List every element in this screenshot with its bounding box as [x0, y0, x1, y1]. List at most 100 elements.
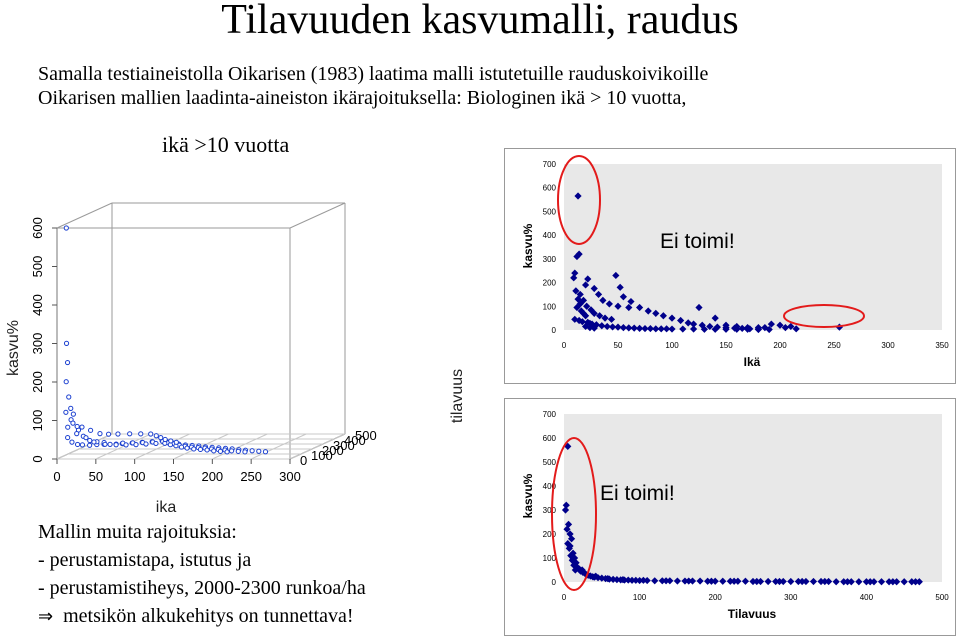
data-point	[229, 448, 235, 454]
frame-line	[289, 433, 346, 460]
data-point	[590, 324, 598, 332]
data-point	[885, 578, 893, 586]
data-point	[614, 323, 622, 331]
data-point	[572, 559, 580, 567]
data-point	[900, 578, 908, 586]
y-tick-label: 100	[543, 302, 557, 311]
data-point	[79, 442, 86, 448]
y-tick-label: 700	[543, 410, 557, 419]
data-point	[69, 439, 75, 445]
data-point	[97, 431, 103, 437]
data-point	[191, 446, 197, 452]
annotation-ei-toimi: Ei toimi!	[660, 230, 735, 253]
data-point	[754, 324, 762, 332]
data-point	[63, 379, 69, 385]
data-point	[722, 321, 730, 329]
data-point	[847, 578, 855, 586]
y-tick-label: 600	[543, 184, 557, 193]
data-point	[123, 442, 129, 448]
data-point	[65, 424, 71, 430]
data-point	[587, 306, 595, 314]
x-tick-label: 50	[614, 341, 623, 350]
x-tick-label: 300	[279, 469, 301, 484]
scatter3d-points	[63, 225, 269, 455]
z-tick-label: 500	[355, 428, 377, 443]
y-tick-label: 600	[543, 434, 557, 443]
data-point	[695, 303, 703, 312]
scatter3d-z-label: tilavuus	[449, 369, 466, 423]
scatter3d-y-label: kasvu%	[5, 320, 22, 376]
y-tick-label: 300	[543, 506, 557, 515]
data-point	[63, 340, 70, 346]
data-point	[893, 578, 901, 586]
data-point	[91, 439, 97, 445]
data-point	[776, 321, 784, 329]
frame-line	[56, 202, 113, 229]
x-tick-label: 200	[201, 469, 223, 484]
highlight-ellipse	[557, 155, 601, 245]
slide-title: Tilavuuden kasvumalli, raudus	[221, 0, 739, 43]
data-point	[66, 394, 72, 400]
y-tick-label: 200	[30, 371, 45, 393]
data-point	[173, 439, 179, 445]
data-point	[911, 578, 920, 586]
x-tick-label: 150	[163, 469, 185, 484]
data-point	[843, 578, 852, 586]
data-point	[79, 424, 85, 430]
data-point	[870, 578, 878, 586]
data-point	[862, 578, 870, 586]
y-tick-label: 100	[30, 410, 45, 432]
conclusion-text: metsikön alkukehitys on tunnettava!	[63, 605, 354, 627]
data-point	[877, 578, 886, 586]
y-tick-label: 300	[543, 255, 557, 264]
data-point	[158, 435, 164, 441]
x-tick-label: 500	[935, 593, 949, 602]
x-axis-label: Ikä	[744, 355, 761, 369]
conclusion-line: ⇒ metsikön alkukehitys on tunnettava!	[38, 602, 366, 631]
y-tick-label: 0	[552, 326, 557, 335]
data-point	[148, 431, 154, 437]
plot-area	[564, 164, 942, 330]
frame-line	[289, 202, 346, 229]
x-tick-label: 350	[935, 341, 949, 350]
data-point	[639, 576, 647, 584]
data-point	[781, 324, 789, 332]
x-tick-label: 250	[827, 341, 841, 350]
data-point	[115, 431, 121, 437]
x-tick-label: 250	[240, 469, 262, 484]
data-point	[563, 525, 571, 533]
x-tick-label: 100	[633, 593, 647, 602]
y-tick-label: 100	[543, 554, 557, 563]
frame-line	[134, 433, 190, 460]
annotation-ei-toimi: Ei toimi!	[600, 482, 675, 505]
data-point	[153, 433, 159, 439]
y-tick-label: 600	[30, 217, 45, 239]
data-point	[143, 441, 149, 447]
x-tick-label: 150	[719, 341, 733, 350]
y-tick-label: 0	[552, 578, 557, 587]
data-point	[564, 540, 572, 548]
data-point	[614, 302, 622, 310]
data-point	[138, 431, 144, 437]
data-point	[809, 577, 818, 586]
x-tick-label: 300	[881, 341, 895, 350]
intro-text: Samalla testiaineistolla Oikarisen (1983…	[38, 62, 708, 110]
intro-line: Oikarisen mallien laadinta-aineiston ikä…	[38, 87, 687, 109]
x-tick-label: 100	[665, 341, 679, 350]
frame-line	[56, 433, 113, 460]
data-point	[235, 448, 241, 454]
data-point	[224, 449, 230, 455]
x-tick-label: 200	[709, 593, 723, 602]
y-tick-label: 400	[543, 482, 557, 491]
data-point	[83, 435, 89, 441]
data-point	[792, 325, 800, 333]
scatter3d-x-ticks: 0 50 100 150 200 250 300	[53, 459, 301, 484]
data-point	[162, 436, 168, 443]
notes-line: - perustamistapa, istutus ja	[38, 549, 252, 571]
y-tick-label: 500	[543, 458, 557, 467]
data-point	[584, 275, 592, 283]
data-point	[153, 440, 159, 447]
z-tick-label: 400	[344, 433, 366, 448]
y-tick-labels: 0 100 200 300 400 500 600 700	[543, 410, 557, 587]
